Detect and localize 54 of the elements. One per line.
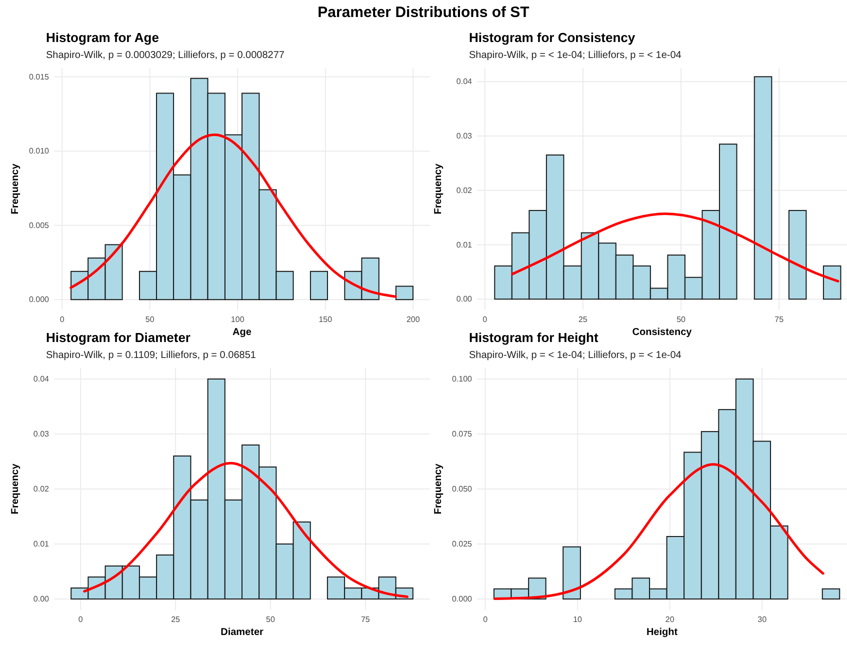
x-tick-label: 50	[266, 615, 276, 624]
text: Parameter Distributions of ST	[318, 4, 530, 21]
y-tick-label: 0.075	[452, 430, 473, 439]
x-tick-label: 0	[60, 315, 65, 324]
y-tick-label: 0.04	[33, 374, 50, 384]
chart-title: Histogram for Consistency	[469, 30, 636, 45]
x-tick-label: 75	[774, 315, 784, 324]
y-tick-label: 0.03	[456, 132, 473, 141]
y-axis-title: Frequency	[10, 463, 21, 514]
x-tick-label: 20	[665, 615, 675, 624]
chart-subtitle: Shapiro-Wilk, p = 0.1109; Lilliefors, p = 0.06851	[46, 350, 256, 361]
x-axis-title: Height	[646, 627, 678, 638]
y-tick-label: 0.015	[28, 72, 50, 82]
x-tick-label: 0	[482, 315, 488, 324]
x-tick-label: 75	[360, 615, 370, 624]
x-tick-label: 25	[171, 615, 181, 624]
x-axis-title: Age	[232, 327, 252, 338]
y-tick-label: 0.025	[452, 540, 473, 549]
chart-title: Histogram for Diameter	[46, 330, 190, 345]
y-tick-label: 0.04	[456, 77, 473, 86]
y-tick-label: 0.010	[28, 146, 50, 156]
y-tick-label: 0.01	[456, 240, 473, 250]
x-axis-title: Diameter	[220, 627, 264, 638]
x-tick-label: 150	[318, 315, 333, 324]
x-tick-label: 0	[483, 615, 488, 624]
chart-subtitle: Shapiro-Wilk, p = < 1e-04; Lilliefors, p = < 1e-04	[469, 50, 682, 61]
y-tick-label: 0.005	[28, 220, 50, 230]
y-axis-title: Frequency	[433, 163, 444, 214]
x-tick-label: 10	[573, 615, 583, 624]
y-tick-label: 0.02	[33, 484, 50, 494]
x-tick-label: 100	[230, 315, 245, 324]
y-tick-label: 0.000	[28, 295, 50, 304]
y-tick-label: 0.000	[452, 594, 473, 604]
y-tick-label: 0.03	[33, 430, 50, 439]
chart-title: Histogram for Height	[469, 330, 599, 345]
chart-title: Histogram for Age	[46, 30, 159, 45]
line-series	[493, 463, 824, 600]
x-tick-label: 0	[78, 615, 84, 624]
x-tick-label: 50	[145, 315, 155, 324]
y-tick-label: 0.00	[456, 294, 473, 304]
x-tick-label: 30	[758, 615, 768, 624]
y-tick-label: 0.00	[33, 594, 50, 604]
chart-subtitle: Shapiro-Wilk, p = 0.0003029; Lilliefors, p = 0.0008277	[46, 50, 285, 61]
chart-subtitle: Shapiro-Wilk, p = < 1e-04; Lilliefors, p = < 1e-04	[469, 350, 682, 361]
x-tick-label: 200	[406, 315, 420, 324]
y-axis-title: Frequency	[433, 463, 444, 514]
x-tick-label: 25	[578, 315, 588, 324]
y-tick-label: 0.01	[33, 540, 50, 549]
y-axis-title: Frequency	[10, 163, 21, 214]
x-tick-label: 50	[676, 315, 686, 324]
x-axis-title: Consistency	[632, 327, 692, 338]
y-tick-label: 0.100	[452, 374, 473, 384]
y-tick-label: 0.02	[456, 186, 473, 195]
y-tick-label: 0.050	[452, 484, 473, 494]
